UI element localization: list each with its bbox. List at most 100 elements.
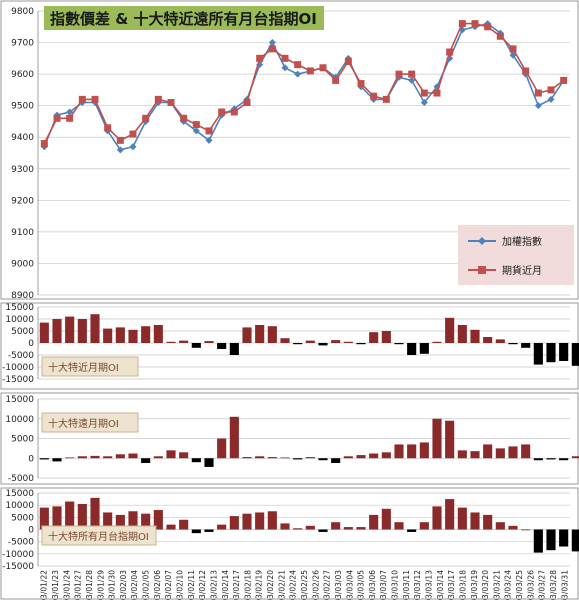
futures-point [547, 86, 555, 94]
index-point [547, 95, 555, 103]
far-month-bar [470, 451, 480, 459]
all-month-ytick-label: -5000 [8, 538, 34, 548]
near-month-bar [419, 343, 429, 354]
all-month-ytick-label: -15000 [2, 562, 34, 572]
far-month-bar [331, 458, 341, 463]
date-tick-label: 103/03/07 [379, 570, 388, 600]
all-month-bar [141, 513, 151, 530]
all-month-bar [191, 529, 201, 534]
near-month-ytick-label: 15000 [5, 303, 34, 313]
far-month-bar [394, 444, 404, 459]
date-tick-label: 103/03/10 [391, 570, 400, 600]
all-month-bar [508, 525, 518, 530]
futures-point [332, 76, 340, 84]
near-month-ytick-label: 10000 [5, 315, 34, 325]
futures-point [458, 20, 466, 28]
near-month-bar [217, 343, 227, 349]
far-month-bar [179, 452, 189, 459]
all-month-bar [52, 506, 62, 530]
far-month-bar [571, 456, 579, 459]
all-month-bar [255, 512, 265, 530]
all-month-bar [343, 527, 353, 530]
far-month-bar [369, 453, 379, 459]
near-month-bar [179, 340, 189, 343]
near-month-ytick-label: -5000 [8, 351, 34, 361]
date-tick-label: 103/03/06 [368, 570, 377, 600]
near-month-bar [293, 343, 303, 345]
date-tick-label: 103/03/13 [425, 570, 434, 600]
far-month-bar [204, 458, 214, 467]
near-month-bar [128, 329, 138, 343]
legend-marker-futures [478, 266, 486, 274]
all-month-bar [204, 529, 214, 532]
date-tick-label: 103/03/27 [538, 570, 547, 600]
main-ytick-label: 9800 [11, 7, 34, 17]
near-month-bar [457, 325, 467, 343]
all-month-bar [39, 507, 49, 530]
date-tick-label: 103/03/20 [481, 570, 490, 600]
far-month-bar [533, 458, 543, 461]
all-month-bar [77, 503, 87, 530]
all-month-bar [305, 525, 315, 530]
near-month-bar [356, 343, 366, 345]
all-month-bar [483, 514, 493, 530]
near-month-bar [508, 343, 518, 345]
all-month-bar [217, 524, 227, 530]
near-month-ytick-label: 0 [28, 339, 34, 349]
far-month-bar [419, 442, 429, 459]
futures-point [218, 108, 226, 116]
far-month-bar [305, 457, 315, 459]
far-month-bar [255, 456, 265, 459]
far-month-bar [381, 452, 391, 459]
all-month-bar [546, 529, 556, 551]
date-tick-label: 103/02/25 [300, 570, 309, 600]
near-month-bar [369, 332, 379, 343]
date-tick-label: 103/01/27 [74, 570, 83, 600]
all-month-bar [166, 524, 176, 530]
far-month-bar [242, 457, 252, 459]
near-month-bar [90, 314, 100, 343]
futures-point [446, 48, 454, 56]
far-month-bar [39, 458, 49, 460]
near-month-bar [166, 341, 176, 343]
futures-point [471, 20, 479, 28]
main-ytick-label: 9400 [11, 133, 34, 143]
all-month-bar [419, 522, 429, 530]
far-month-bar [521, 444, 531, 459]
date-tick-label: 103/02/03 [119, 570, 128, 600]
index-point [129, 143, 137, 151]
date-tick-label: 103/03/24 [504, 570, 513, 600]
near-month-bar [445, 317, 455, 343]
far-month-bar [128, 453, 138, 459]
date-tick-label: 103/03/14 [436, 570, 445, 600]
all-month-bar [407, 529, 417, 532]
date-tick-label: 103/03/19 [470, 570, 479, 600]
far-month-bar [77, 456, 87, 459]
far-month-bar [293, 458, 303, 460]
far-month-label: 十大特遠月期OI [48, 417, 119, 430]
date-tick-label: 103/03/21 [492, 570, 501, 600]
date-tick-label: 103/02/14 [221, 570, 230, 600]
all-month-bar [318, 529, 328, 532]
legend-label-index: 加權指數 [502, 235, 542, 248]
far-month-ytick-label: 15000 [5, 395, 34, 405]
near-month-bar [280, 338, 290, 343]
futures-point [129, 130, 137, 138]
near-month-bar [394, 343, 404, 345]
futures-point [192, 121, 200, 129]
futures-point [433, 89, 441, 97]
all-month-label: 十大特所有月台指期OI [48, 530, 149, 543]
date-tick-label: 103/03/25 [515, 570, 524, 600]
far-month-bar [153, 456, 163, 459]
all-month-bar [229, 516, 239, 530]
all-month-label-box [41, 525, 157, 546]
all-month-bar [65, 501, 75, 530]
all-month-bar [280, 523, 290, 530]
index-point [534, 102, 542, 110]
tick-labels: 8900 9000 9100 9200 9300 9400 9500 9600 9700 9800… [2, 7, 569, 604]
all-month-bar [495, 522, 505, 530]
futures-point [522, 67, 530, 75]
futures-point [66, 114, 74, 122]
